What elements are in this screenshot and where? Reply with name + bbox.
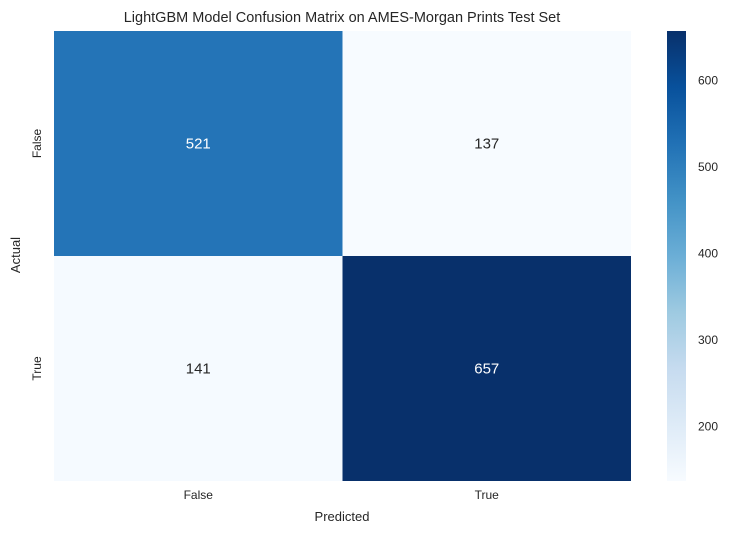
y-tick-labels: False True: [30, 129, 44, 381]
x-axis-label: Predicted: [315, 509, 370, 524]
colorbar: [667, 31, 686, 481]
cell-value-label: 137: [474, 136, 499, 153]
y-tick-label: True: [30, 356, 44, 381]
y-tick-label: False: [30, 129, 44, 159]
cell-value-label: 141: [186, 361, 211, 378]
colorbar-tick-label: 600: [698, 73, 718, 87]
colorbar-tick-label: 500: [698, 160, 718, 174]
cell-value-label: 657: [474, 361, 499, 378]
cell-value-label: 521: [186, 136, 211, 153]
chart-title: LightGBM Model Confusion Matrix on AMES-…: [124, 10, 561, 26]
y-axis-label: Actual: [8, 237, 23, 273]
x-tick-label: True: [475, 488, 500, 502]
colorbar-tick-label: 200: [698, 419, 718, 433]
cell-annotations: 521 137 141 657: [186, 136, 500, 378]
colorbar-tick-label: 300: [698, 333, 718, 347]
heatmap-cell-true-true: [342, 256, 631, 481]
colorbar-tick-label: 400: [698, 246, 718, 260]
heatmap-cell-false-false: [54, 31, 343, 256]
x-tick-labels: False True: [184, 488, 500, 502]
x-tick-label: False: [184, 488, 214, 502]
heatmap-cells: [54, 31, 631, 481]
colorbar-ticks: 200 300 400 500 600: [698, 73, 718, 433]
heatmap-cell-false-true: [342, 31, 631, 256]
heatmap-cell-true-false: [54, 256, 343, 481]
